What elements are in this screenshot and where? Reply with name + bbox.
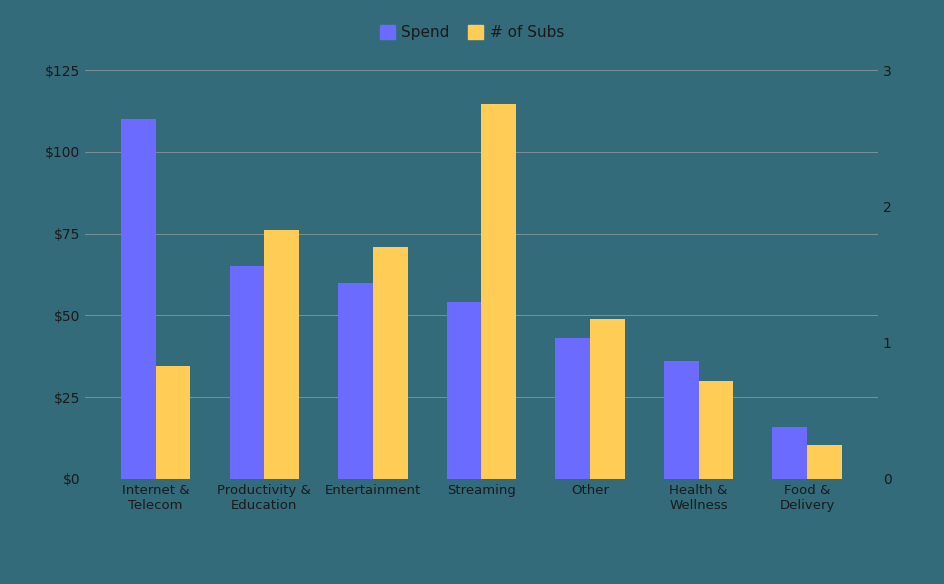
Bar xyxy=(264,230,299,479)
Bar xyxy=(156,366,191,479)
Bar xyxy=(772,426,807,479)
Bar xyxy=(373,247,408,479)
Bar xyxy=(447,303,481,479)
Bar xyxy=(664,361,699,479)
Bar xyxy=(338,283,373,479)
Bar xyxy=(229,266,264,479)
Bar xyxy=(121,119,156,479)
Bar xyxy=(699,381,733,479)
Legend: Spend, # of Subs: Spend, # of Subs xyxy=(374,19,570,47)
Bar xyxy=(481,104,516,479)
Bar xyxy=(555,338,590,479)
Bar xyxy=(807,445,842,479)
Bar xyxy=(590,319,625,479)
